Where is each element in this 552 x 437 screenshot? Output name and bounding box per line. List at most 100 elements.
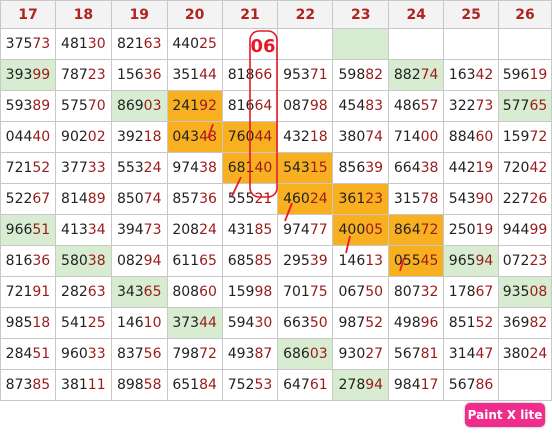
cell-last-two-digits: 64 xyxy=(254,98,273,114)
table-row: 52267 81489 85074 85736 55521 46024 36123 31578… xyxy=(0,183,552,215)
number-cell: 27894 xyxy=(332,369,390,401)
column-header-row: 17 18 19 20 21 22 23 24 25 26 xyxy=(0,0,552,29)
cell-prefix: 902 xyxy=(61,129,88,145)
number-cell: 20824 xyxy=(166,214,223,246)
number-cell: 87385 xyxy=(0,369,56,401)
number-cell: 55324 xyxy=(110,152,168,184)
cell-prefix: 082 xyxy=(116,253,144,269)
cell-prefix: 882 xyxy=(393,67,421,83)
number-cell: 96651 xyxy=(0,214,56,246)
cell-prefix: 884 xyxy=(448,129,476,145)
cell-last-two-digits: 27 xyxy=(365,346,384,362)
cell-last-two-digits: 83 xyxy=(365,98,384,114)
number-cell: 59882 xyxy=(332,59,390,91)
cell-last-two-digits: 91 xyxy=(32,284,51,300)
cell-last-two-digits: 67 xyxy=(475,284,494,300)
cell-last-two-digits: 50 xyxy=(309,315,328,331)
number-cell: 38024 xyxy=(498,338,552,370)
cell-prefix: 580 xyxy=(61,253,88,269)
number-cell: 80732 xyxy=(388,276,445,308)
table-row: 72152 37733 55324 97438 68140 54315 85639 66438… xyxy=(0,152,552,184)
cell-last-two-digits: 19 xyxy=(475,222,494,238)
cell-prefix: 361 xyxy=(338,191,366,207)
cell-last-two-digits: 18 xyxy=(143,129,162,145)
number-cell: 54125 xyxy=(54,307,112,339)
cell-last-two-digits: 98 xyxy=(309,98,328,114)
cell-last-two-digits: 56 xyxy=(143,346,162,362)
cell-last-two-digits: 11 xyxy=(87,377,106,393)
cell-prefix: 413 xyxy=(61,222,88,238)
cell-last-two-digits: 30 xyxy=(87,36,106,52)
number-cell: 44025 xyxy=(166,28,223,60)
cell-last-two-digits: 63 xyxy=(143,36,162,52)
table-row: 04440 90202 39218 04348 76044 43218 38074 71400… xyxy=(0,121,552,153)
number-cell: 83756 xyxy=(110,338,168,370)
number-cell: 96033 xyxy=(54,338,112,370)
paint-x-lite-watermark: Paint X lite xyxy=(465,403,545,427)
number-cell: 07223 xyxy=(498,245,552,277)
cell-prefix: 720 xyxy=(502,160,530,176)
number-cell: 64761 xyxy=(277,369,334,401)
number-cell: 15636 xyxy=(110,59,168,91)
number-cell: 68603 xyxy=(277,338,334,370)
cell-prefix: 807 xyxy=(393,284,421,300)
number-cell: 76044 xyxy=(221,121,279,153)
number-cell: 16342 xyxy=(443,59,500,91)
column-header-23: 23 xyxy=(332,0,390,29)
number-cell: 57765 xyxy=(498,90,552,122)
number-cell: 59389 xyxy=(0,90,56,122)
cell-last-two-digits: 39 xyxy=(309,253,328,269)
cell-prefix: 974 xyxy=(283,222,310,238)
number-cell xyxy=(332,28,390,60)
number-cell: 25019 xyxy=(443,214,500,246)
cell-prefix: 498 xyxy=(393,315,421,331)
cell-prefix: 930 xyxy=(338,346,366,362)
cell-prefix: 647 xyxy=(283,377,310,393)
number-cell: 46024 xyxy=(277,183,334,215)
cell-prefix: 380 xyxy=(338,129,366,145)
cell-prefix: 593 xyxy=(5,98,33,114)
cell-prefix: 454 xyxy=(338,98,366,114)
cell-last-two-digits: 60 xyxy=(475,129,494,145)
number-cell: 54315 xyxy=(277,152,334,184)
cell-last-two-digits: 52 xyxy=(475,315,494,331)
cell-prefix: 553 xyxy=(116,160,144,176)
number-cell xyxy=(388,28,445,60)
column-header-25: 25 xyxy=(443,0,500,29)
cell-last-two-digits: 89 xyxy=(32,98,51,114)
cell-prefix: 067 xyxy=(338,284,366,300)
cell-last-two-digits: 52 xyxy=(32,160,51,176)
number-cell: 97438 xyxy=(166,152,223,184)
column-header-21: 21 xyxy=(221,0,279,29)
cell-last-two-digits: 67 xyxy=(32,191,51,207)
cell-last-two-digits: 57 xyxy=(420,98,439,114)
cell-last-two-digits: 63 xyxy=(87,284,106,300)
number-cell: 72191 xyxy=(0,276,56,308)
cell-prefix: 984 xyxy=(393,377,421,393)
cell-prefix: 987 xyxy=(338,315,366,331)
number-cell: 80860 xyxy=(166,276,223,308)
cell-prefix: 282 xyxy=(61,284,88,300)
number-cell: 38111 xyxy=(54,369,112,401)
cell-last-two-digits: 03 xyxy=(143,98,162,114)
number-cell: 36123 xyxy=(332,183,390,215)
cell-prefix: 953 xyxy=(283,67,310,83)
number-cell: 37573 xyxy=(0,28,56,60)
cell-last-two-digits: 94 xyxy=(475,253,494,269)
cell-prefix: 380 xyxy=(502,346,530,362)
cell-prefix: 935 xyxy=(502,284,530,300)
number-cell: 38074 xyxy=(332,121,390,153)
cell-last-two-digits: 53 xyxy=(254,377,273,393)
cell-prefix: 965 xyxy=(448,253,476,269)
number-cell: 75253 xyxy=(221,369,279,401)
number-cell: 04348 xyxy=(166,121,223,153)
number-cell: 58038 xyxy=(54,245,112,277)
cell-prefix: 821 xyxy=(116,36,144,52)
column-header-18: 18 xyxy=(54,0,112,29)
number-cell: 48130 xyxy=(54,28,112,60)
number-cell: 85152 xyxy=(443,307,500,339)
cell-prefix: 392 xyxy=(116,129,144,145)
cell-prefix: 651 xyxy=(172,377,200,393)
cell-prefix: 400 xyxy=(338,222,366,238)
cell-prefix: 869 xyxy=(116,98,144,114)
